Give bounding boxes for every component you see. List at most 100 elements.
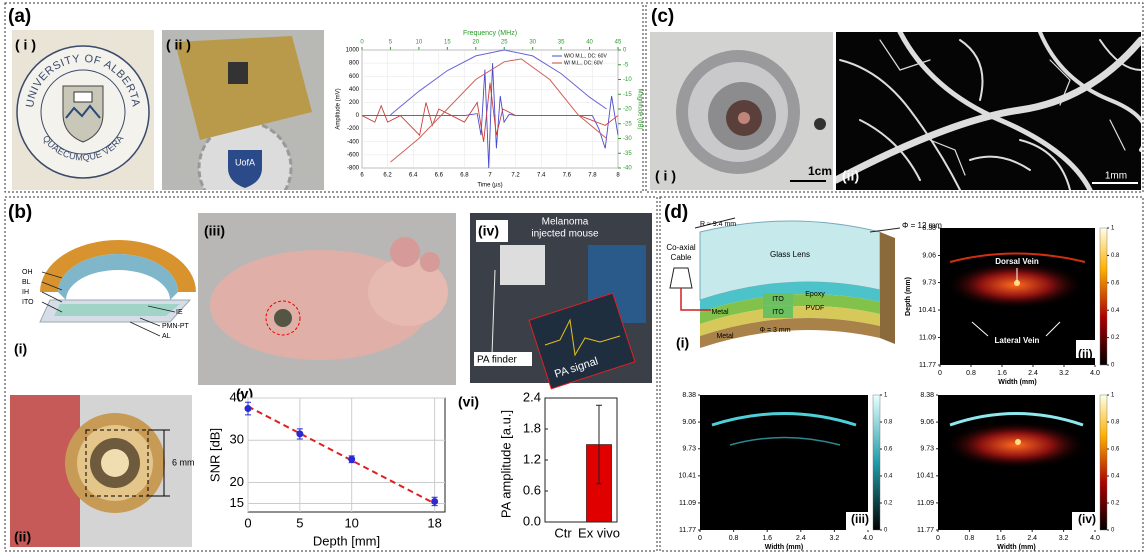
colorbar-tick-label: 0.2 <box>1111 501 1120 507</box>
y-tick-label: -600 <box>347 152 360 158</box>
y-tick-label: 9.73 <box>922 279 936 286</box>
y-tick-label: 11.77 <box>919 362 936 369</box>
colorbar-tick-label: 1 <box>884 393 888 399</box>
x-tick-label: 8 <box>616 173 620 179</box>
x-tick-label: 0 <box>938 370 942 377</box>
layer-label: IE <box>176 309 183 316</box>
y2-tick-label: -40 <box>623 166 632 172</box>
x-tick-label: 7.6 <box>563 173 572 179</box>
y2-tick-label: -20 <box>623 107 632 113</box>
x-tick-label: 5 <box>296 515 303 530</box>
y-tick-label: 400 <box>349 87 360 93</box>
subpanel-label: (iii) <box>851 512 869 526</box>
colorbar <box>1100 395 1107 530</box>
x-tick-label: 2.4 <box>1028 370 1038 377</box>
x2-tick-label: 40 <box>586 40 593 46</box>
layer-label: AL <box>162 333 171 340</box>
y2-tick-label: -5 <box>623 62 629 68</box>
layer-label: IH <box>22 289 29 296</box>
x2-tick-label: 35 <box>558 40 565 46</box>
transducer-schematic <box>40 240 196 336</box>
x-tick-label: 2.4 <box>1027 535 1037 542</box>
dimension-label: 6 mm <box>172 457 195 467</box>
layer-label: Glass Lens <box>770 250 810 259</box>
panel-label: (c) <box>651 6 674 27</box>
subpanel-label: (i) <box>14 341 27 357</box>
y-tick-label: 15 <box>230 495 244 510</box>
x-tick-label: 7 <box>488 173 492 179</box>
x-tick-label: 6.8 <box>460 173 469 179</box>
layer-label: ITO <box>772 309 784 316</box>
axis-title: Width (mm) <box>765 544 803 551</box>
probe-photo-part <box>738 112 750 124</box>
subpanel-label: (ii) <box>14 529 31 545</box>
y-tick-label: 9.73 <box>920 446 934 453</box>
x2-tick-label: 5 <box>389 40 393 46</box>
probe-photo <box>650 32 833 190</box>
y-tick-label: 10.41 <box>678 473 696 480</box>
colorbar-tick-label: 0 <box>1111 363 1115 369</box>
subpanel-label: ( i ) <box>655 168 676 184</box>
x-tick-label: 0 <box>936 535 940 542</box>
scale-label: 1mm <box>1105 171 1127 182</box>
y-tick-label: 11.09 <box>919 334 936 341</box>
data-point <box>245 405 252 412</box>
x-tick-label: 0.8 <box>966 370 976 377</box>
panel-label: (a) <box>8 6 31 27</box>
axis-title: PA amplitude [a.u.] <box>498 410 513 518</box>
x2-tick-label: 15 <box>444 40 451 46</box>
colorbar <box>873 395 880 530</box>
mouse-photo-part <box>274 309 292 327</box>
data-point <box>296 430 303 437</box>
y-tick-label: 10.41 <box>916 473 934 480</box>
panel-label: (b) <box>8 202 32 223</box>
logo-text: UofA <box>235 157 255 167</box>
layer-label: PVDF <box>806 305 825 312</box>
legend-label: W/O M.L., DC: 60V <box>564 53 607 59</box>
colorbar-tick-label: 1 <box>1111 393 1115 399</box>
x-tick-label: 7.2 <box>511 173 520 179</box>
figure: (a)(b)(c)(d)( i )( ii )(iii)(i)(ii)(iii)… <box>0 0 1147 554</box>
x-tick-label: 7.4 <box>537 173 546 179</box>
axis-title: SNR [dB] <box>207 428 222 482</box>
subpanel-label: (i) <box>676 335 689 351</box>
panel-label: (d) <box>664 202 688 223</box>
x2-tick-label: 20 <box>472 40 479 46</box>
axis-title: Frequency (MHz) <box>463 30 517 37</box>
y2-tick-label: -30 <box>623 136 632 142</box>
ring-photo-part <box>101 449 129 477</box>
axis-title: Depth (mm) <box>905 277 912 316</box>
y-tick-label: 11.77 <box>917 527 934 534</box>
y-tick-label: 2.4 <box>523 389 541 404</box>
y-tick-label: 600 <box>349 74 360 80</box>
x-tick-label: 0.8 <box>729 535 739 542</box>
colorbar-tick-label: 1 <box>1111 226 1115 232</box>
axis-title: Time (µs) <box>477 183 502 189</box>
colorbar-tick-label: 0.8 <box>1111 420 1120 426</box>
y2-tick-label: 0 <box>623 48 627 54</box>
subpanel-label: (vi) <box>458 394 479 410</box>
imaging-panels-part <box>1015 439 1021 445</box>
y-tick-label: 200 <box>349 100 360 106</box>
x2-tick-label: 10 <box>416 40 423 46</box>
y-tick-label: 0 <box>356 113 360 119</box>
y-tick-label: -200 <box>347 126 360 132</box>
legend-label: W/ M.L., DC: 60V <box>564 60 604 66</box>
colorbar-tick-label: 0.8 <box>1111 253 1120 259</box>
mouse-photo-part <box>420 252 440 272</box>
y-tick-label: 40 <box>230 389 244 404</box>
y-tick-label: 30 <box>230 432 244 447</box>
colorbar-tick-label: 0.2 <box>1111 335 1120 341</box>
subpanel-label: (iv) <box>478 223 499 239</box>
layer-label: BL <box>22 279 31 286</box>
x-tick-label: 1.6 <box>762 535 772 542</box>
colorbar-tick-label: 0.4 <box>1111 308 1120 314</box>
axis-title: Magnitude (dB) <box>636 88 642 129</box>
y-tick-label: 10.41 <box>918 307 936 314</box>
x2-tick-label: 0 <box>360 40 364 46</box>
x-tick-label: Ex vivo <box>578 525 620 540</box>
layer-label: Metal <box>716 333 734 340</box>
x2-tick-label: 45 <box>615 40 622 46</box>
x-tick-label: 0 <box>698 535 702 542</box>
seal-photo-part <box>74 92 92 102</box>
